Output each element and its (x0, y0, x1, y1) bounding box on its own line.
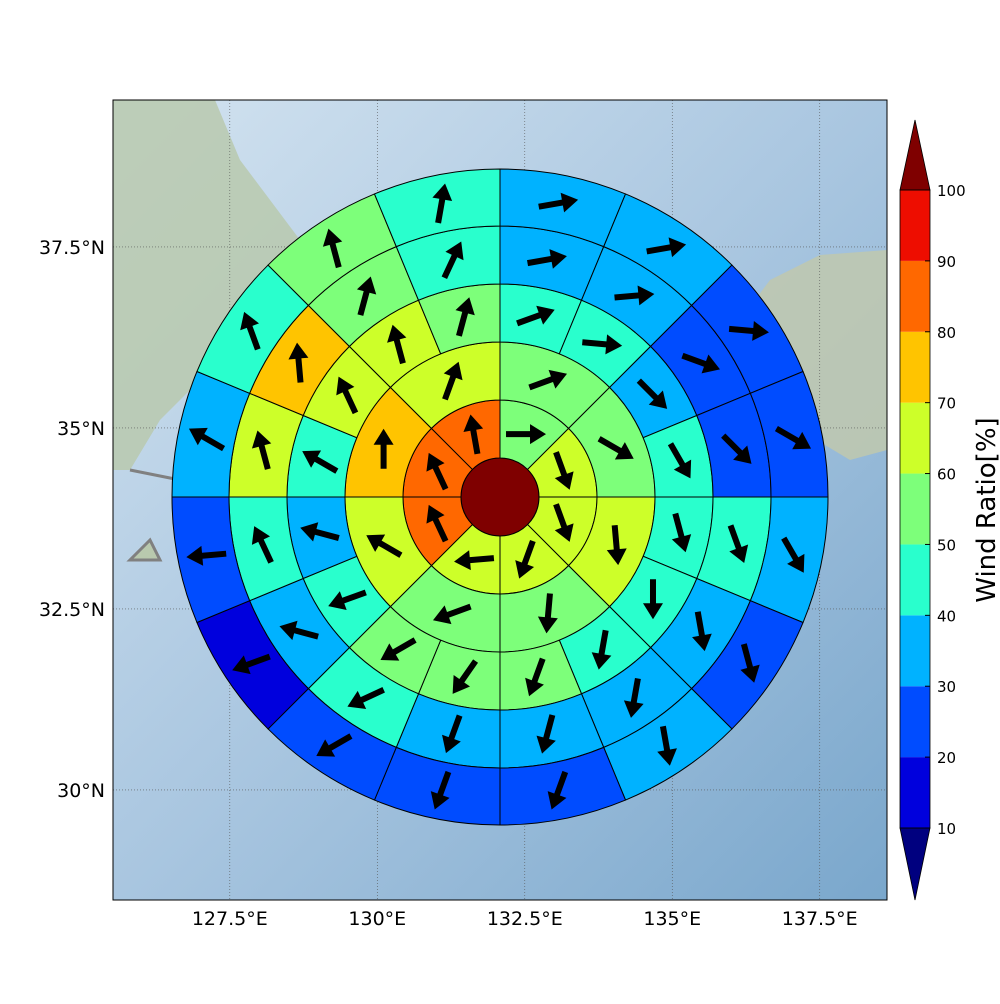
wind-arrow (251, 430, 272, 470)
x-tick-label: 135°E (643, 908, 701, 930)
map-frame (112, 99, 888, 901)
colorbar-segment (900, 473, 930, 545)
wind-arrow (288, 342, 309, 383)
wind-arrow (553, 451, 574, 490)
wind-arrow (553, 503, 574, 542)
wind-arrow (240, 311, 261, 351)
wind-arrow (251, 526, 274, 564)
y-tick-label: 37.5°N (39, 237, 105, 259)
wind-arrow (454, 550, 495, 571)
colorbar-tick-label: 80 (937, 324, 956, 342)
wind-arrow (336, 376, 359, 415)
x-tick-label: 130°E (348, 908, 406, 930)
wind-arrow (188, 427, 226, 452)
wind-arrow (232, 653, 271, 675)
colorbar-tick-label: 20 (937, 749, 956, 767)
wind-arrow (582, 334, 623, 355)
wind-arrow (537, 593, 558, 634)
wind-arrow (373, 428, 394, 469)
wind-arrow (300, 522, 340, 542)
wind-arrow (727, 524, 749, 564)
colorbar-segment (900, 544, 930, 616)
colorbar-tick-label: 10 (937, 820, 956, 838)
wind-arrow (547, 770, 569, 810)
x-tick-label: 137.5°E (782, 908, 858, 930)
wind-arrow (516, 305, 555, 327)
wind-arrow (441, 241, 464, 280)
wind-arrow (442, 714, 463, 754)
y-tick-label: 30°N (57, 780, 105, 802)
wind-arrow (515, 540, 536, 579)
colorbar-tick-label: 40 (937, 607, 956, 625)
wind-arrow (426, 504, 449, 543)
wind-arrow (426, 452, 449, 491)
wind-arrow (356, 276, 377, 316)
wind-arrow (186, 545, 227, 566)
wind-arrow (432, 603, 472, 625)
wind-arrow (366, 534, 403, 558)
colorbar-segment (900, 615, 930, 687)
wind-arrow (302, 450, 339, 474)
colorbar-extension-over (899, 119, 931, 191)
wind-arrow (387, 324, 407, 365)
wind-arrow (597, 436, 634, 460)
wind-arrow (614, 285, 655, 306)
colorbar-segment (900, 190, 930, 261)
wind-arrow (452, 659, 479, 694)
wind-arrow (538, 192, 579, 213)
wind-arrow (328, 589, 367, 610)
wind-arrow (721, 433, 752, 464)
y-tick-label: 32.5°N (39, 599, 105, 621)
wind-arrow (657, 725, 677, 766)
colorbar-tick-label: 100 (937, 182, 966, 200)
colorbar-tick-label: 50 (937, 536, 956, 554)
colorbar-segment (900, 757, 930, 828)
wind-arrow (774, 425, 812, 450)
wind-arrow (606, 525, 627, 566)
wind-arrow (322, 228, 343, 269)
colorbar-frame (899, 189, 931, 829)
wind-arrow (442, 361, 463, 401)
wind-arrow (506, 424, 547, 445)
wind-arrow (347, 687, 385, 709)
wind-arrow (692, 611, 712, 652)
wind-arrow (528, 369, 568, 391)
wind-arrow (526, 249, 567, 269)
x-tick-label: 132.5°E (487, 908, 563, 930)
colorbar-tick-label: 70 (937, 395, 956, 413)
wind-arrow (728, 320, 769, 341)
wind-arrow (671, 512, 692, 553)
colorbar-tick-label: 30 (937, 678, 956, 696)
wind-arrow (636, 378, 668, 409)
wind-arrow (591, 629, 612, 670)
colorbar-segment (900, 260, 930, 332)
wind-arrow (646, 237, 687, 258)
wind-arrow (667, 442, 692, 479)
wind-arrow (623, 677, 644, 718)
wind-arrow (642, 579, 663, 620)
wind-arrow (316, 733, 353, 757)
colorbar-segment (900, 686, 930, 758)
y-tick-label: 35°N (57, 418, 105, 440)
wind-arrow (455, 297, 475, 337)
wind-arrow (432, 183, 453, 224)
x-tick-label: 127.5°E (192, 908, 268, 930)
colorbar-tick-label: 60 (937, 466, 956, 484)
ring-cell (373, 168, 501, 248)
wind-arrow (380, 637, 417, 661)
colorbar-segment (900, 402, 930, 474)
wind-arrow (430, 770, 452, 810)
wind-arrow (525, 657, 546, 697)
wind-arrow (536, 714, 556, 754)
colorbar-segment (900, 331, 930, 403)
colorbar-tick-label: 90 (937, 253, 956, 271)
wind-arrow (740, 643, 760, 683)
wind-arrow (681, 352, 721, 374)
wind-arrow (781, 536, 805, 573)
colorbar-label: Wind Ratio[%] (972, 417, 1000, 602)
colorbar-extension-under (899, 827, 931, 901)
wind-arrow (279, 620, 319, 641)
wind-arrow (463, 414, 484, 455)
